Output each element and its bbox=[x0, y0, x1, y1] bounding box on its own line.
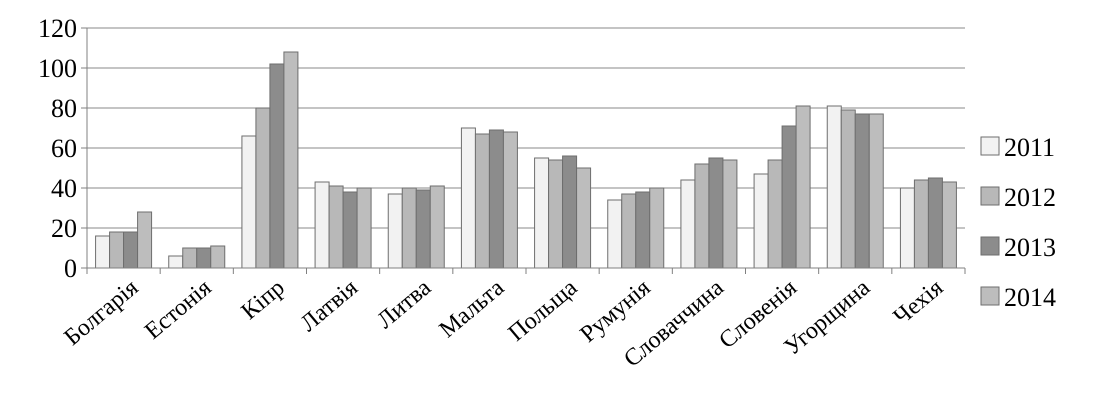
bar-2014-1 bbox=[210, 245, 226, 269]
bar-2012-3 bbox=[328, 185, 344, 269]
bar-2012-2 bbox=[255, 107, 271, 269]
bar-2012-7 bbox=[621, 193, 637, 269]
bar-2011-1 bbox=[168, 255, 184, 269]
x-tick-label: Болгарія bbox=[60, 275, 144, 351]
bar-2014-5 bbox=[502, 131, 518, 269]
bar-2011-6 bbox=[534, 157, 550, 269]
x-tick-label: Польща bbox=[504, 274, 583, 346]
legend-label-2012: 2012 bbox=[1004, 183, 1056, 212]
bar-2013-6 bbox=[562, 155, 578, 269]
bar-2011-2 bbox=[241, 135, 257, 269]
legend-label-2011: 2011 bbox=[1004, 133, 1055, 162]
bar-2013-0 bbox=[123, 231, 139, 269]
bar-2012-0 bbox=[109, 231, 125, 269]
bar-2013-3 bbox=[342, 191, 358, 269]
bar-2011-3 bbox=[314, 181, 330, 269]
bar-2014-9 bbox=[795, 105, 811, 269]
bar-2014-2 bbox=[283, 51, 299, 269]
bar-2013-5 bbox=[488, 129, 504, 269]
y-tick-label: 120 bbox=[38, 14, 77, 43]
bar-2013-10 bbox=[854, 113, 870, 269]
bar-2012-10 bbox=[840, 109, 856, 269]
x-tick-label: Латвія bbox=[296, 275, 363, 337]
x-tick-label: Литва bbox=[372, 274, 436, 334]
bar-2012-6 bbox=[548, 159, 564, 269]
y-axis-ticks: 0 20 40 60 80 100 120 bbox=[38, 14, 87, 283]
bar-2013-9 bbox=[781, 125, 797, 269]
bar-2013-8 bbox=[708, 157, 724, 269]
bar-2012-8 bbox=[694, 163, 710, 269]
bar-2012-9 bbox=[767, 159, 783, 269]
legend-swatch-2011 bbox=[980, 136, 1000, 156]
bar-2014-0 bbox=[137, 211, 153, 269]
legend-label-2013: 2013 bbox=[1004, 233, 1056, 262]
legend-label-2014: 2014 bbox=[1004, 283, 1056, 312]
y-tick-label: 20 bbox=[51, 214, 77, 243]
y-tick-label: 80 bbox=[51, 94, 77, 123]
y-tick-label: 40 bbox=[51, 174, 77, 203]
x-tick-label: Мальта bbox=[435, 274, 510, 343]
legend: 2011 2012 2013 2014 bbox=[980, 133, 1056, 312]
bar-2013-1 bbox=[196, 247, 212, 269]
bar-2014-3 bbox=[356, 187, 372, 269]
y-tick-label: 60 bbox=[51, 134, 77, 163]
y-tick-label: 100 bbox=[38, 54, 77, 83]
axes bbox=[86, 28, 966, 274]
bar-2012-5 bbox=[474, 133, 490, 269]
bar-2013-4 bbox=[415, 189, 431, 269]
bar-2011-9 bbox=[753, 173, 769, 269]
bar-2013-2 bbox=[269, 63, 285, 269]
bars bbox=[95, 51, 957, 269]
legend-swatch-2012 bbox=[980, 186, 1000, 206]
bar-2011-7 bbox=[607, 199, 623, 269]
bar-2012-1 bbox=[182, 247, 198, 269]
x-tick-label: Естонія bbox=[140, 275, 216, 345]
y-tick-label: 0 bbox=[64, 254, 77, 283]
bar-2011-10 bbox=[826, 105, 842, 269]
legend-swatch-2013 bbox=[980, 236, 1000, 256]
bar-2013-11 bbox=[927, 177, 943, 269]
bar-2014-6 bbox=[576, 167, 592, 269]
bar-2012-11 bbox=[913, 179, 929, 269]
legend-swatch-2014 bbox=[980, 286, 1000, 306]
bar-2014-10 bbox=[868, 113, 884, 269]
bar-2011-8 bbox=[680, 179, 696, 269]
bar-2011-4 bbox=[387, 193, 403, 269]
bar-2011-5 bbox=[460, 127, 476, 269]
bar-2011-0 bbox=[95, 235, 111, 269]
bar-2011-11 bbox=[899, 187, 915, 269]
bar-2014-4 bbox=[429, 185, 445, 269]
bar-2012-4 bbox=[401, 187, 417, 269]
x-tick-label: Чехія bbox=[889, 275, 948, 331]
bar-2013-7 bbox=[635, 191, 651, 269]
x-tick-label: Кіпр bbox=[237, 275, 290, 325]
bar-2014-11 bbox=[941, 181, 957, 269]
bar-2014-7 bbox=[649, 187, 665, 269]
bar-2014-8 bbox=[722, 159, 738, 269]
gridlines bbox=[87, 27, 965, 229]
